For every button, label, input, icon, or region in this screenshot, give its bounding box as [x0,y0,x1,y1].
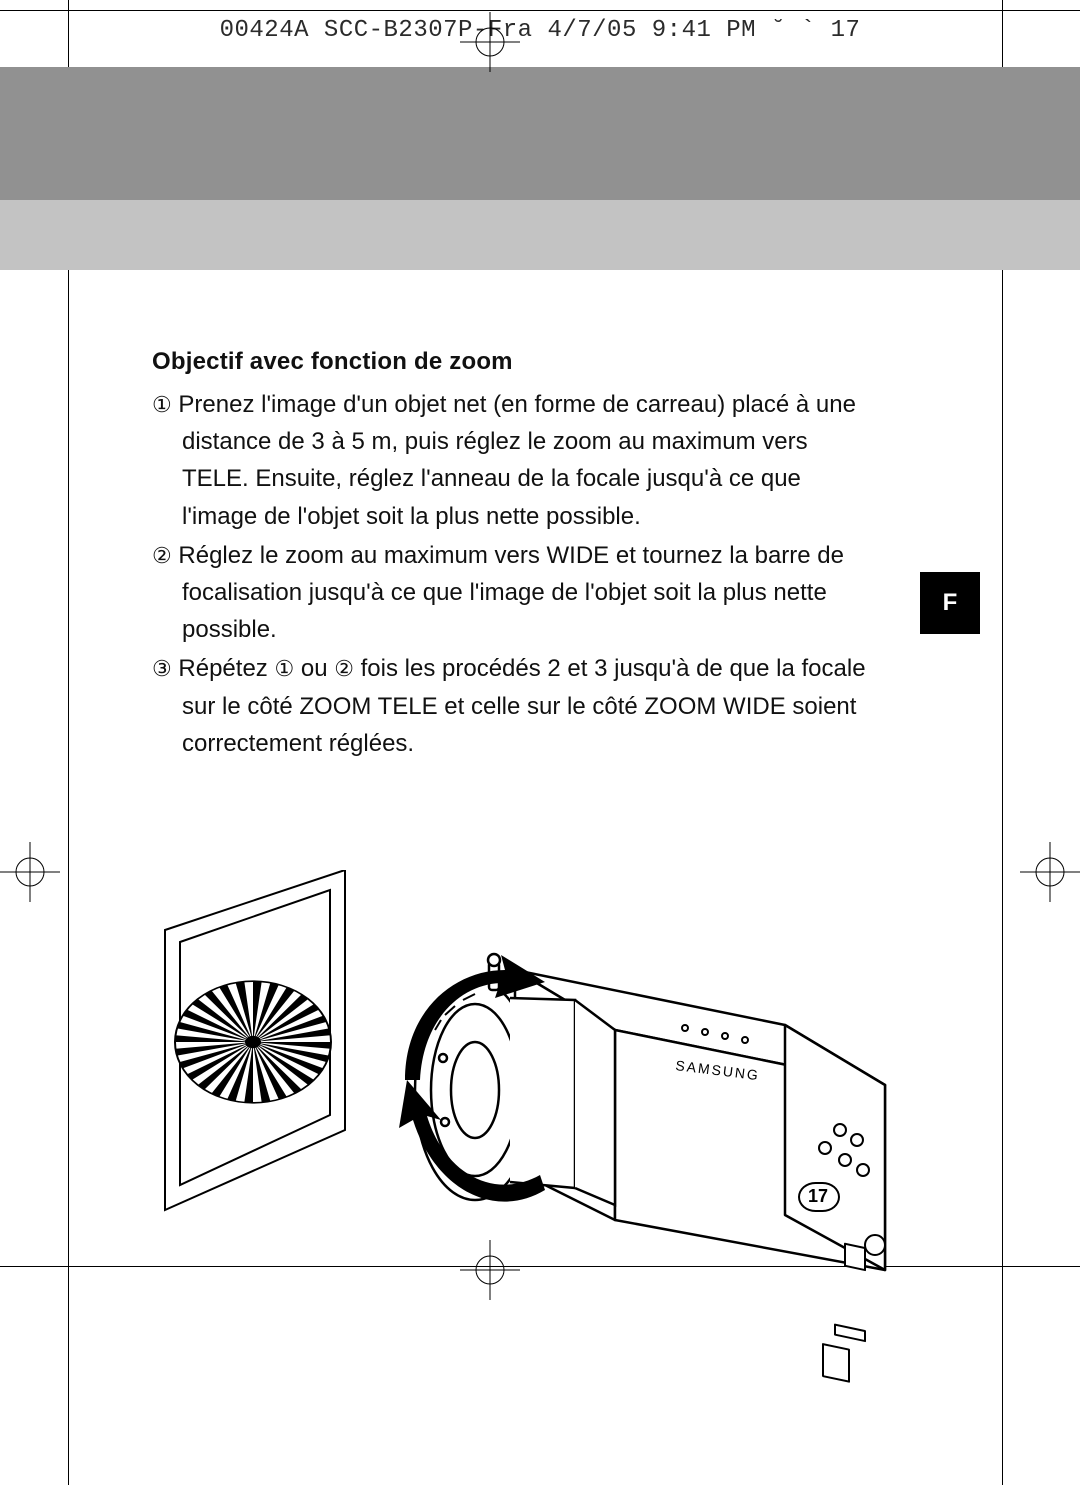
reg-mark-right-icon [1010,832,1080,912]
circled-2-icon: ② [152,543,172,568]
rule-top [0,10,1080,11]
p3b-text: ou [294,655,334,682]
circled-2b-icon: ② [334,656,354,681]
paragraph-1: ① Prenez l'image d'un objet net (en form… [152,386,862,535]
p3a-text: Répétez [172,655,275,682]
band-light [0,200,1080,270]
paragraph-3: ③ Répétez ① ou ② fois les procédés 2 et … [152,650,882,762]
header-slug: 00424A SCC-B2307P-Fra 4/7/05 9:41 PM ˘ `… [0,17,1080,44]
circled-1b-icon: ① [274,656,294,681]
p2-text: Réglez le zoom au maximum vers WIDE et t… [172,542,844,643]
figure-camera-target: SAMSUNG [145,870,905,1390]
paragraph-2: ② Réglez le zoom au maximum vers WIDE et… [152,537,882,649]
p1-text: Prenez l'image d'un objet net (en forme … [172,391,856,530]
reg-mark-top-icon [450,2,530,82]
sunburst-icon [175,981,331,1103]
reg-mark-left-icon [0,832,70,912]
language-tab: F [920,572,980,634]
body-text: Objectif avec fonction de zoom ① Prenez … [152,348,862,764]
page-number: 17 [808,1186,828,1207]
section-heading: Objectif avec fonction de zoom [152,348,862,376]
reg-mark-bottom-icon [450,1230,530,1310]
page: 00424A SCC-B2307P-Fra 4/7/05 9:41 PM ˘ `… [0,0,1080,1485]
circled-1-icon: ① [152,392,172,417]
band-dark [0,67,1080,200]
circled-3-icon: ③ [152,656,172,681]
